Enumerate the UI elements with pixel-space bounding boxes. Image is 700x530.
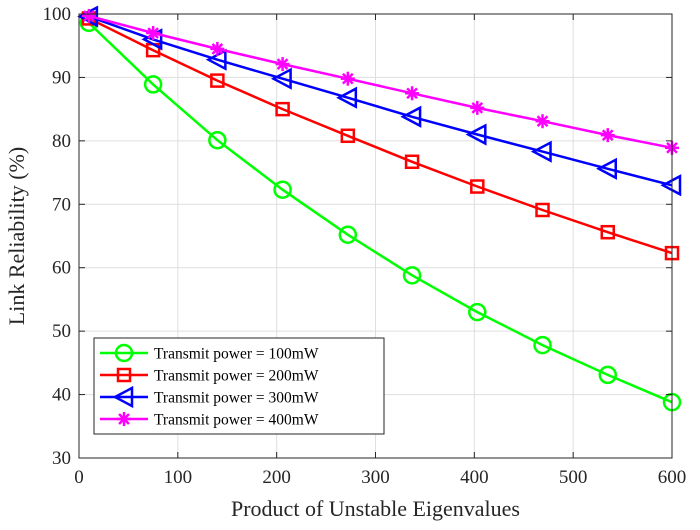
legend-entry: Transmit power = 100mW [100, 343, 319, 363]
y-tick-label: 100 [43, 4, 72, 25]
x-tick-label: 600 [658, 467, 687, 488]
x-tick-label: 400 [460, 467, 489, 488]
x-tick-label: 300 [361, 467, 390, 488]
series-4 [81, 8, 679, 155]
legend-entry: Transmit power = 400mW [100, 412, 319, 429]
y-axis-label: Link Reliability (%) [4, 147, 29, 325]
series-2-point [210, 73, 225, 88]
x-tick-label: 200 [262, 467, 291, 488]
series-2-point [535, 202, 550, 218]
legend-swatch-marker [116, 367, 132, 383]
series-3-point [530, 140, 552, 163]
series-4-line [88, 14, 673, 150]
series-3-point [465, 123, 487, 146]
x-tick-label: 500 [559, 467, 588, 488]
axes: 0 100 200 300 400 500 600 30 40 50 60 70 80 90 100 [43, 4, 687, 488]
series-4-point [275, 57, 290, 72]
series-1-line [88, 21, 673, 404]
y-tick-label: 80 [52, 131, 71, 152]
x-tick-label: 100 [164, 467, 193, 488]
series-3-point [400, 105, 422, 128]
series-1-point [143, 75, 163, 94]
legend-entry: Transmit power = 200mW [100, 368, 319, 385]
x-tick-label: 0 [74, 467, 84, 488]
series-2-line [88, 17, 673, 255]
y-tick-label: 40 [52, 385, 71, 406]
series-3-point [270, 67, 292, 90]
series-4-point [405, 86, 420, 101]
series-4-point [210, 41, 225, 56]
series-1-point [338, 225, 358, 244]
series-2-point [600, 224, 616, 240]
legend-swatch-marker [114, 343, 134, 363]
y-tick-label: 30 [52, 448, 71, 469]
legend: Transmit power = 100mW Transmit power = 2… [93, 337, 385, 435]
series-1-point [598, 365, 618, 385]
x-axis-label: Product of Unstable Eigenvalues [231, 496, 520, 521]
series-1-point [273, 180, 292, 199]
series-4-point [600, 128, 615, 143]
legend-label: Transmit power = 200mW [154, 368, 319, 385]
series-2-point [470, 179, 485, 194]
series-layer [77, 5, 682, 412]
series-4-point [146, 26, 161, 41]
series-1-point [468, 302, 487, 322]
y-tick-label: 50 [52, 321, 71, 342]
series-1-point [533, 335, 552, 355]
series-4-point [535, 114, 550, 129]
series-2-point [404, 154, 420, 170]
series-4-point [470, 100, 485, 115]
legend-label: Transmit power = 300mW [154, 390, 319, 407]
y-tick-label: 70 [52, 194, 71, 215]
y-tick-label: 60 [52, 258, 71, 279]
series-1-point [402, 266, 422, 285]
series-3-point [596, 157, 618, 180]
legend-entry: Transmit power = 300mW [100, 385, 319, 409]
legend-swatch-marker [112, 385, 134, 409]
series-1-point [208, 130, 227, 150]
series-2-point [275, 101, 290, 117]
series-1 [79, 13, 682, 412]
legend-swatch-marker [117, 412, 131, 426]
y-tick-label: 90 [52, 67, 71, 88]
series-3-point [336, 86, 358, 109]
series-3-line [88, 15, 673, 187]
series-4-point [81, 8, 96, 23]
legend-label: Transmit power = 400mW [154, 412, 319, 429]
series-2-point [340, 128, 356, 144]
series-4-point [340, 71, 355, 86]
legend-label: Transmit power = 100mW [154, 346, 319, 363]
